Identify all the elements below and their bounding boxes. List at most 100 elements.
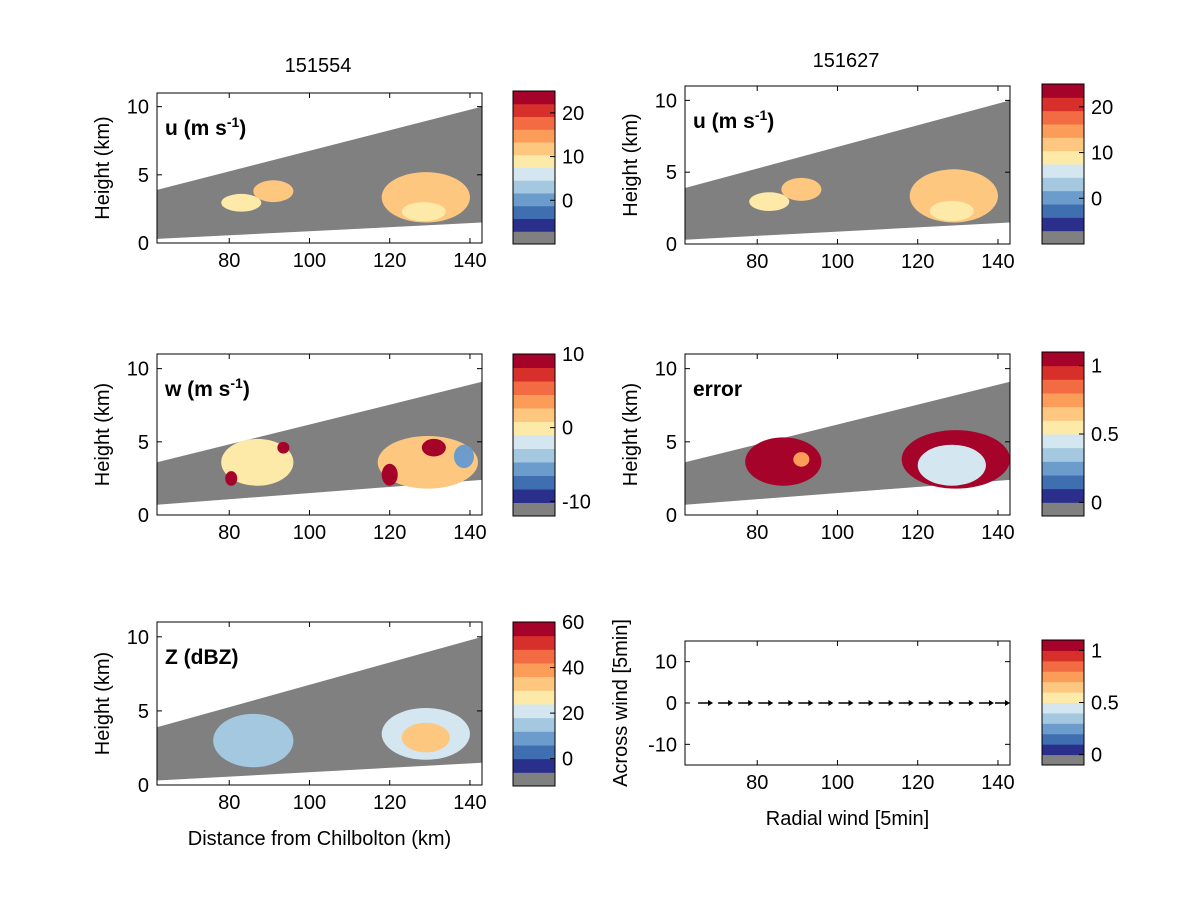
colorbar-band-7	[513, 142, 555, 156]
colorbar-band-3	[513, 462, 555, 476]
colorbar-band-0	[1042, 502, 1084, 517]
echo-cell-3	[929, 200, 974, 222]
colorbar-band-6	[1042, 420, 1084, 435]
colorbar-band-2	[513, 745, 555, 760]
colorbar-band-9	[513, 649, 555, 664]
colorbar-band-1	[513, 758, 555, 773]
colorbar-tick-label: 0	[562, 418, 573, 440]
y-tick-label: 0	[666, 693, 677, 715]
colorbar-band-5	[1042, 702, 1084, 714]
y-axis-label: Height (km)	[620, 383, 642, 486]
echo-cell-3	[917, 444, 986, 486]
colorbar-frame	[512, 90, 556, 245]
colorbar-band-10	[513, 367, 555, 382]
y-tick-label: 10	[655, 90, 677, 112]
x-axis-label: Distance from Chilbolton (km)	[188, 828, 451, 850]
colorbar-tick-label: 0	[1091, 492, 1102, 514]
x-tick-label: 140	[453, 250, 486, 272]
colorbar-band-5	[513, 167, 555, 181]
x-tick-label: 80	[746, 522, 768, 544]
colorbar-tick-label: 0.5	[1091, 693, 1119, 715]
y-tick-label: 0	[138, 505, 149, 527]
x-tick-label: 80	[218, 522, 240, 544]
panel-label-text: w (m s	[164, 378, 230, 401]
y-tick-label: 0	[666, 234, 677, 256]
x-tick-label: 100	[293, 792, 326, 814]
panel-u-151627: 80 100 120 140 0 5 10 Height (km) u (m s-1) 0 10 20	[620, 83, 1113, 273]
colorbar-band-3	[1042, 190, 1084, 205]
colorbar-frame	[512, 353, 556, 517]
colorbar-band-2	[1042, 733, 1084, 745]
colorbar-band-1	[513, 489, 555, 503]
colorbar-tick-label: 20	[1091, 97, 1113, 119]
panel-label-superscript: -1	[755, 107, 768, 123]
colorbar-band-8	[1042, 124, 1084, 138]
x-tick-label: 80	[746, 251, 768, 273]
panel-Z-151554: 80 100 120 140 0 5 10 Height (km) Distance from …	[92, 612, 584, 850]
colorbar-band-1	[1042, 217, 1084, 232]
x-tick-label: 100	[821, 522, 854, 544]
colorbar-tick-label: 20	[562, 103, 584, 125]
colorbar-band-1	[513, 218, 555, 232]
colorbar-band-10	[513, 635, 555, 650]
colorbar-band-0	[513, 502, 555, 517]
colorbar-band-7	[513, 408, 555, 422]
echo-cell-5	[421, 438, 446, 457]
colorbar-band-9	[1042, 379, 1084, 394]
echo-cell-0	[745, 437, 822, 486]
echo-cell-2	[277, 441, 290, 454]
colorbar-band-9	[1042, 110, 1084, 125]
plot-area	[157, 106, 482, 239]
colorbar-tick-label: 1	[1091, 356, 1102, 378]
echo-cell-1	[253, 180, 294, 203]
colorbar-tick-label: 1	[1091, 640, 1102, 662]
axes-frame	[156, 353, 483, 516]
y-tick-label: 5	[666, 432, 677, 454]
x-tick-label: 120	[901, 522, 934, 544]
y-tick-label: 5	[138, 165, 149, 187]
x-tick-label: 80	[218, 250, 240, 272]
colorbar-band-8	[1042, 671, 1084, 683]
colorbar-frame	[1041, 83, 1085, 245]
colorbar-tick-label: -10	[562, 491, 591, 513]
y-tick-label: 5	[666, 162, 677, 184]
colorbar-band-0	[513, 231, 555, 245]
x-tick-label: 120	[373, 522, 406, 544]
y-tick-label: 0	[666, 505, 677, 527]
colorbar-band-3	[1042, 461, 1084, 476]
colorbar-band-2	[513, 205, 555, 219]
colorbar-band-2	[1042, 475, 1084, 490]
panel-label-text: u (m s	[693, 110, 755, 133]
panel-label-end: )	[239, 117, 246, 140]
x-tick-label: 100	[293, 522, 326, 544]
y-axis-label: Height (km)	[92, 383, 114, 486]
panel-label-text: error	[693, 378, 742, 401]
y-axis-label: Height (km)	[92, 652, 114, 755]
panel-label-superscript: -1	[227, 114, 240, 130]
panel-label: w (m s-1)	[164, 375, 250, 401]
colorbar-band-5	[513, 704, 555, 719]
colorbar-band-7	[1042, 137, 1084, 152]
y-tick-label: 10	[127, 627, 149, 649]
y-tick-label: -10	[648, 734, 677, 756]
plot-area	[157, 381, 482, 505]
colorbar-band-9	[513, 381, 555, 395]
colorbar-band-2	[1042, 204, 1084, 218]
x-tick-label: 140	[981, 251, 1014, 273]
x-tick-label: 80	[746, 772, 768, 794]
plot-area	[685, 381, 1010, 505]
colorbar-band-0	[513, 772, 555, 787]
x-tick-label: 120	[373, 250, 406, 272]
echo-cell-3	[377, 435, 478, 489]
wind-arrow-head-4	[788, 700, 794, 706]
panel-label-text: u (m s	[165, 117, 227, 140]
y-axis-label: Across wind [5min]	[610, 619, 632, 787]
colorbar-tick-label: 10	[1091, 143, 1113, 165]
wind-arrow-head-10	[908, 700, 914, 706]
colorbar-band-10	[1042, 97, 1084, 112]
y-tick-label: 0	[138, 775, 149, 797]
colorbar-tick-label: 0	[562, 749, 573, 771]
colorbar-band-4	[1042, 177, 1084, 192]
